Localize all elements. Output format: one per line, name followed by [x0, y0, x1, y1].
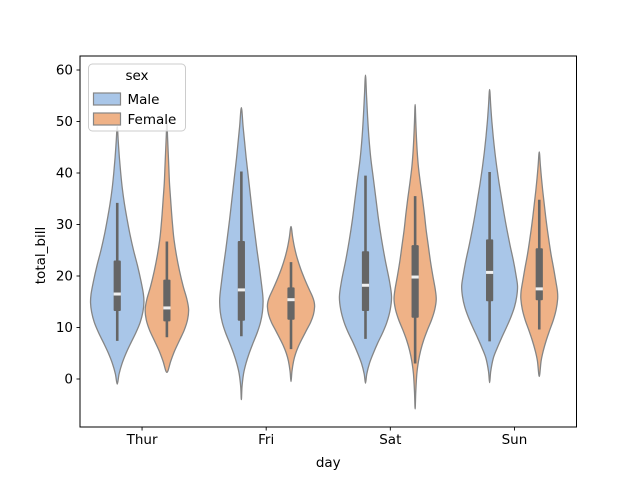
violin-fri-female-iqr-box	[287, 287, 295, 320]
violin-sun-female-median-dash	[535, 287, 543, 291]
violin-sat-male-median-dash	[361, 283, 370, 287]
x-axis-label: day	[316, 455, 341, 471]
violin-fri-female-median-dash	[287, 298, 295, 302]
violin-thur-male-median-dash	[113, 292, 121, 296]
legend-swatch-female	[92, 112, 122, 126]
legend-label-female: Female	[128, 112, 177, 128]
y-tick-label: 60	[56, 63, 73, 79]
y-tick-label: 30	[56, 217, 73, 233]
violin-sun-female-iqr-box	[535, 248, 543, 301]
violin-fri-male-median-dash	[237, 288, 245, 292]
violin-thur-female-median-dash	[163, 306, 171, 310]
x-tick-label: Thur	[126, 432, 158, 448]
violin-sun-male-median-dash	[486, 270, 494, 274]
axes-spines	[79, 55, 577, 428]
violin-thur-male-iqr-box	[113, 260, 121, 312]
violin-sat-female-iqr-box	[411, 245, 419, 318]
violin-sun-male-iqr-box	[486, 239, 494, 302]
legend-swatch-male	[92, 92, 122, 106]
y-tick-label: 20	[56, 269, 73, 285]
x-tick-label: Sun	[502, 432, 528, 448]
x-tick-label: Fri	[258, 432, 274, 448]
y-axis-label: total_bill	[33, 227, 49, 284]
legend-title: sex	[125, 68, 148, 84]
violin-sat-female-median-dash	[411, 275, 419, 279]
violin-thur-female-iqr-box	[163, 279, 171, 322]
y-tick-label: 40	[56, 166, 73, 182]
x-tick-label: Sat	[379, 432, 401, 448]
y-tick-label: 50	[56, 114, 73, 130]
violin-sat-male-iqr-box	[361, 251, 370, 312]
legend-label-male: Male	[128, 92, 160, 108]
violin-fri-male-iqr-box	[237, 240, 245, 321]
y-tick-label: 10	[56, 320, 73, 336]
y-tick-label: 0	[64, 372, 73, 388]
